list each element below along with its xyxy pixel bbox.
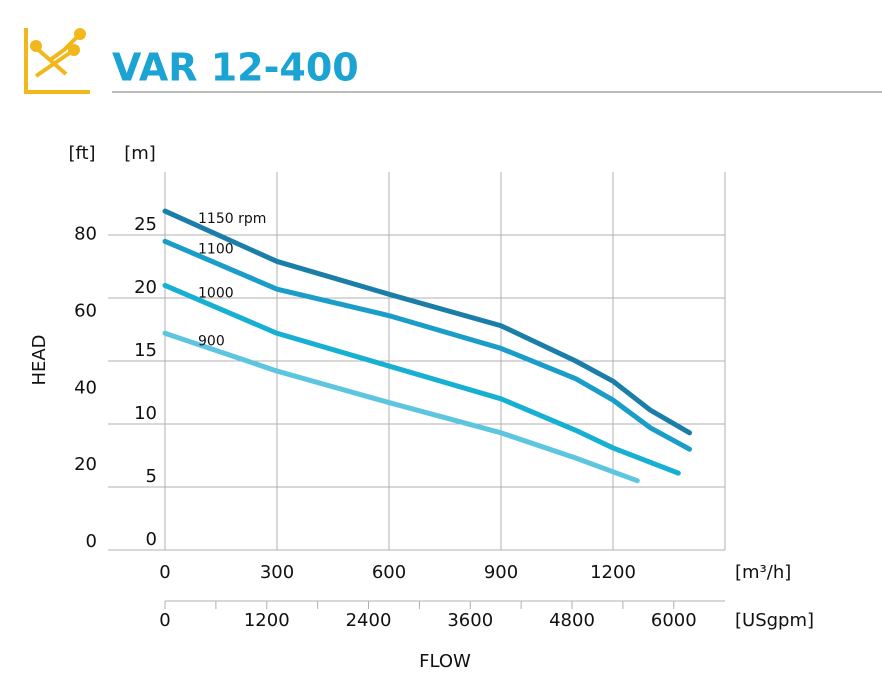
x-tick-label: 600 xyxy=(372,562,406,583)
x2-tick-label: 3600 xyxy=(447,610,493,631)
x-tick-label: 900 xyxy=(484,562,518,583)
x2-tick-label: 0 xyxy=(159,610,170,631)
logo-icon xyxy=(24,28,90,94)
curve-label: 1100 xyxy=(198,241,234,257)
chart-title: VAR 12-400 xyxy=(112,46,359,90)
y-tick-label: 20 xyxy=(134,277,157,298)
y2-tick-label: 20 xyxy=(74,454,97,475)
x2-tick-label: 1200 xyxy=(244,610,290,631)
x2-tick-label: 4800 xyxy=(549,610,595,631)
y2-tick-label: 40 xyxy=(74,377,97,398)
y2-tick-label: 80 xyxy=(74,224,97,245)
y-unit: [m] xyxy=(124,143,156,164)
x-tick-label: 1200 xyxy=(590,562,636,583)
y2-tick-label: 0 xyxy=(86,531,97,552)
y-tick-label: 5 xyxy=(146,466,157,487)
curve xyxy=(162,282,681,476)
curve xyxy=(162,330,640,484)
curve-label: 900 xyxy=(198,333,225,349)
x2-tick-label: 2400 xyxy=(346,610,392,631)
y-tick-label: 0 xyxy=(146,529,157,550)
y-tick-label: 15 xyxy=(134,340,157,361)
x-tick-label: 0 xyxy=(159,562,170,583)
y-tick-label: 25 xyxy=(134,214,157,235)
curve xyxy=(162,238,693,452)
curve-label: 1000 xyxy=(198,285,234,301)
x2-tick-label: 6000 xyxy=(651,610,697,631)
x2-unit: [USgpm] xyxy=(735,610,814,631)
y2-unit: [ft] xyxy=(68,143,95,164)
curve xyxy=(162,208,693,436)
y-axis-title: HEAD xyxy=(29,334,50,385)
x-tick-label: 300 xyxy=(260,562,294,583)
y-tick-label: 10 xyxy=(134,403,157,424)
curve-label: 1150 rpm xyxy=(198,211,266,227)
x-unit: [m³/h] xyxy=(735,562,791,583)
x-axis-title: FLOW xyxy=(419,651,471,672)
y2-tick-label: 60 xyxy=(74,301,97,322)
